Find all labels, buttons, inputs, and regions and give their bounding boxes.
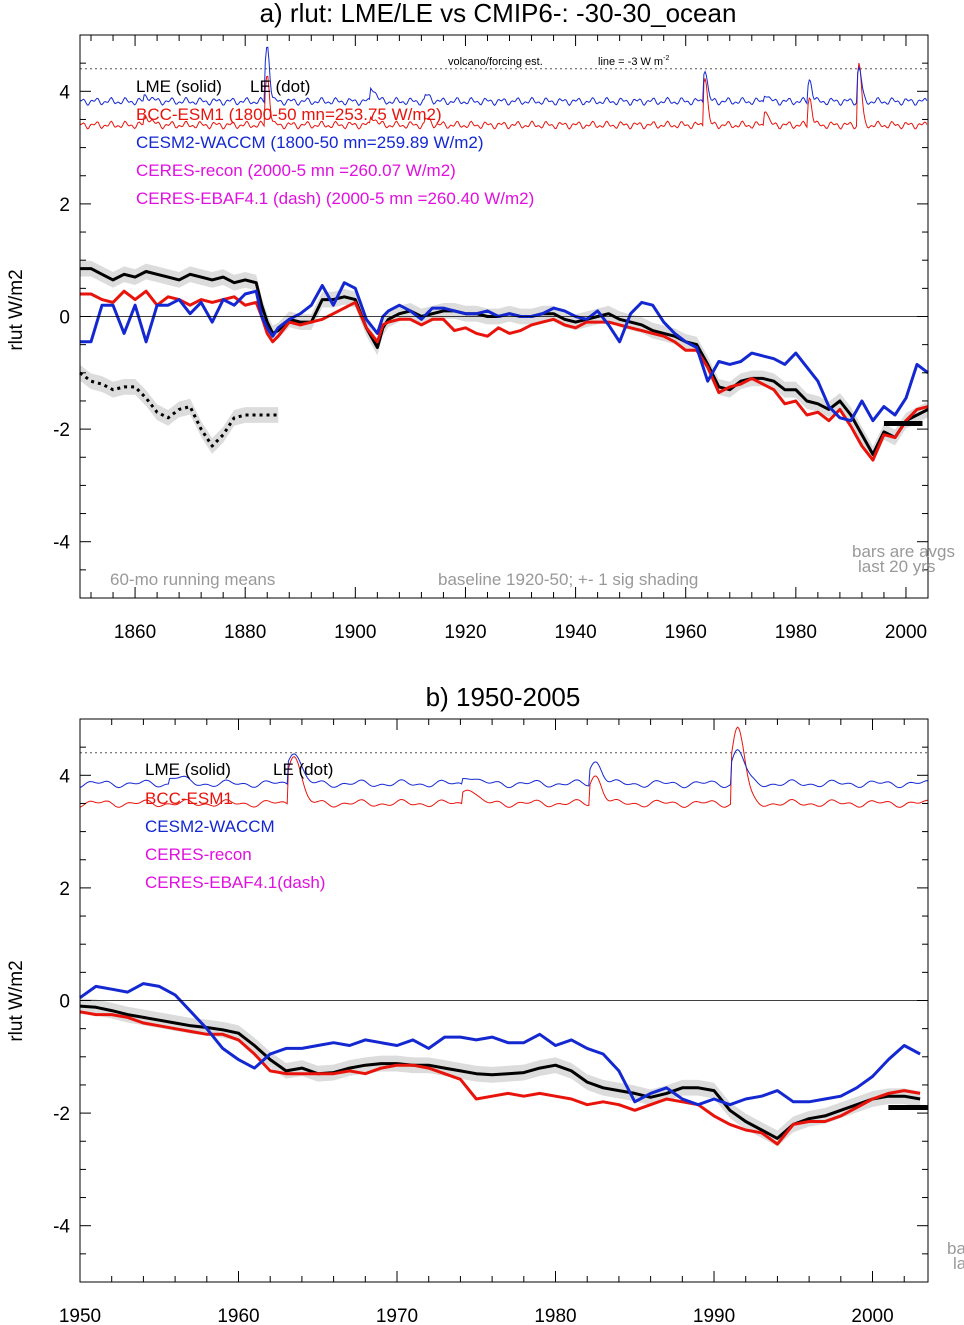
a-ytick-label: 2: [59, 195, 70, 216]
a-xtick-label: 1900: [334, 622, 376, 643]
a-ytick-label: 4: [59, 82, 70, 103]
legend-a-lme: LME (solid): [136, 77, 222, 96]
panel-b-legend: LME (solid) LE (dot) BCC-ESM1 CESM2-WACC…: [145, 760, 333, 892]
b-ytick-label: -4: [53, 1217, 70, 1238]
note-b-bars-2: la: [953, 1254, 964, 1273]
legend-a-ceres-ebaf: CERES-EBAF4.1 (dash) (2000-5 mn =260.40 …: [136, 189, 534, 208]
legend-b-ceres-recon: CERES-recon: [145, 845, 252, 864]
a-series-cesm2-waccm: [80, 281, 929, 423]
panel-b-ylabel: rlut W/m2: [6, 960, 27, 1041]
b-ytick-label: -2: [53, 1104, 70, 1125]
panel-b-series-lines: [79, 726, 929, 1146]
b-series-lme-solid: [79, 1004, 921, 1140]
legend-a-le: LE (dot): [250, 77, 310, 96]
b-volcano-cesm2-waccm: [79, 749, 929, 789]
note-running-means: 60-mo running means: [110, 570, 275, 589]
panel-a-title: a) rlut: LME/LE vs CMIP6-: -30-30_ocean: [260, 0, 737, 28]
a-shade-lme-solid: [80, 260, 928, 463]
line-label-superscript: -2: [663, 55, 669, 62]
b-ytick-label: 2: [59, 879, 70, 900]
a-xtick-label: 1860: [114, 622, 156, 643]
legend-a-ceres-recon: CERES-recon (2000-5 mn =260.07 W/m2): [136, 161, 456, 180]
legend-b-le: LE (dot): [273, 760, 333, 779]
panel-a-axes: 4 2 0 -2 -4 1860 1880 1900 1920 1940 1960 1980 2000: [53, 34, 929, 643]
legend-b-ceres-ebaf: CERES-EBAF4.1(dash): [145, 873, 325, 892]
b-series-bcc-esm1: [79, 1010, 921, 1146]
a-xtick-label: 1880: [224, 622, 266, 643]
legend-a-bcc: BCC-ESM1 (1800-50 mn=253.75 W/m2): [136, 105, 442, 124]
legend-b-lme: LME (solid): [145, 760, 231, 779]
legend-b-bcc: BCC-ESM1: [145, 789, 233, 808]
a-xtick-label: 2000: [885, 622, 927, 643]
line-label: line = -3 W m-2: [598, 55, 669, 68]
b-volcano-bcc-esm1: [79, 726, 929, 808]
a-series-le-dot: [79, 371, 279, 448]
b-ytick-label: 0: [59, 992, 70, 1013]
a-xtick-label: 1980: [775, 622, 817, 643]
a-volcano-cesm2-waccm: [79, 46, 928, 107]
note-bars-1: bars are avgs: [852, 542, 955, 561]
note-b-bars-1: ba: [947, 1239, 964, 1258]
panel-b-axes: 4 2 0 -2 -4 1950 1960 1970 1980 1990 2000: [53, 718, 929, 1325]
panel-b-title: b) 1950-2005: [426, 682, 581, 712]
panel-a: a) rlut: LME/LE vs CMIP6-: -30-30_ocean …: [6, 0, 955, 643]
panel-a-ylabel: rlut W/m2: [6, 269, 27, 350]
panel-b-uncertainty-shading: [80, 998, 921, 1147]
b-xtick-label: 1950: [59, 1306, 101, 1325]
b-shade-lme-solid: [80, 998, 921, 1147]
b-xtick-label: 1980: [534, 1306, 576, 1325]
b-ytick-label: 4: [59, 766, 70, 787]
b-xtick-label: 1970: [376, 1306, 418, 1325]
legend-b-cesm2: CESM2-WACCM: [145, 817, 275, 836]
volcano-label: volcano/forcing est.: [448, 56, 543, 68]
a-xtick-label: 1960: [665, 622, 707, 643]
a-ytick-label: -4: [53, 533, 70, 554]
legend-a-cesm2: CESM2-WACCM (1800-50 mn=259.89 W/m2): [136, 133, 484, 152]
a-xtick-label: 1940: [554, 622, 596, 643]
note-baseline: baseline 1920-50; +- 1 sig shading: [438, 570, 698, 589]
a-xtick-label: 1920: [444, 622, 486, 643]
b-xtick-label: 1990: [693, 1306, 735, 1325]
panel-a-legend: LME (solid) LE (dot) BCC-ESM1 (1800-50 m…: [136, 77, 534, 208]
b-series-cesm2-waccm: [79, 982, 921, 1107]
panel-b: b) 1950-2005 4 2 0 -2 -4 1950 1960 1970 1980 1990…: [6, 682, 964, 1325]
a-ytick-label: -2: [53, 420, 70, 441]
line-label-text: line = -3 W m: [598, 56, 663, 68]
note-bars-2: last 20 yrs: [858, 557, 935, 576]
b-xtick-label: 1960: [217, 1306, 259, 1325]
a-ytick-label: 0: [59, 308, 70, 329]
a-volcano-bcc-esm1: [79, 62, 928, 130]
b-xtick-label: 2000: [851, 1306, 893, 1325]
a-series-bcc-esm1: [80, 289, 929, 462]
